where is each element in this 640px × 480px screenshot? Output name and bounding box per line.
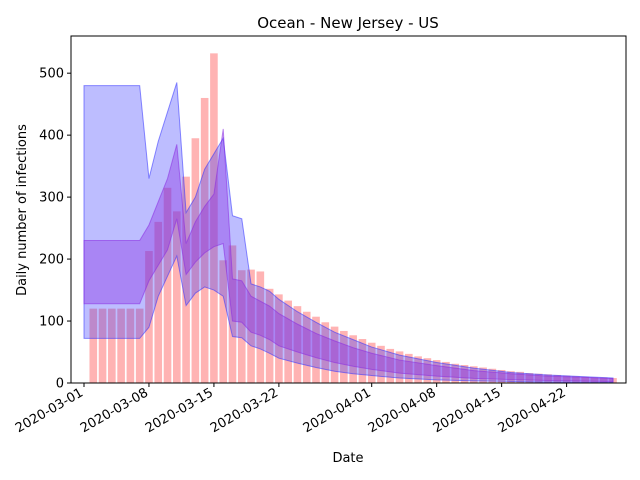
- x-tick-label: 2020-04-22: [496, 385, 569, 436]
- bar-2020-03-14: [200, 97, 209, 384]
- bar-2020-03-30: [349, 335, 357, 383]
- bar-2020-04-22: [562, 375, 571, 383]
- bar-2020-04-12: [469, 366, 478, 383]
- band-inner: [83, 128, 614, 382]
- bar-2020-03-08: [145, 251, 153, 383]
- bar-2020-03-16: [219, 260, 228, 383]
- bar-2020-03-28: [330, 326, 339, 383]
- bar-2020-04-24: [581, 376, 589, 383]
- bar-2020-03-04: [108, 308, 116, 383]
- bar-2020-03-07: [135, 308, 144, 383]
- y-tick-label: 500: [39, 67, 64, 82]
- bar-2020-04-18: [525, 373, 534, 383]
- y-tick-label: 300: [39, 191, 64, 206]
- x-tick-label: 2020-04-01: [301, 385, 374, 436]
- bar-2020-04-21: [553, 374, 562, 383]
- plot-area: [83, 53, 617, 384]
- bar-2020-04-19: [534, 373, 543, 383]
- bar-2020-04-17: [516, 371, 524, 383]
- axes-frame: [70, 35, 627, 384]
- bar-2020-03-31: [358, 339, 367, 383]
- bar-2020-03-19: [247, 269, 255, 383]
- bar-2020-04-13: [479, 367, 487, 383]
- bar-2020-03-15: [210, 53, 218, 383]
- bar-2020-03-18: [237, 270, 246, 383]
- bar-2020-04-11: [460, 365, 469, 383]
- x-tick-label: 2020-03-22: [208, 385, 281, 436]
- bar-2020-03-26: [312, 316, 320, 383]
- bar-2020-04-07: [423, 358, 432, 383]
- bar-2020-04-08: [432, 360, 441, 383]
- bar-2020-04-14: [488, 368, 497, 383]
- bar-2020-03-12: [182, 176, 190, 383]
- x-tick-label: 2020-03-01: [13, 385, 86, 436]
- bar-2020-04-16: [507, 371, 515, 383]
- y-tick-label: 0: [56, 377, 64, 392]
- bar-2020-04-04: [395, 351, 404, 383]
- bar-2020-03-02: [89, 308, 98, 383]
- y-axis-label: Daily number of infections: [15, 124, 30, 296]
- bar-2020-03-05: [117, 308, 125, 383]
- bar-2020-04-02: [377, 345, 385, 383]
- bar-2020-04-23: [572, 376, 580, 383]
- bar-2020-03-21: [265, 288, 274, 383]
- bar-2020-03-25: [302, 311, 311, 383]
- chart-title: Ocean - New Jersey - US: [257, 14, 439, 32]
- bar-2020-04-09: [442, 361, 450, 383]
- bar-2020-04-01: [367, 342, 376, 383]
- bar-2020-04-03: [386, 348, 395, 383]
- y-tick-label: 200: [39, 253, 64, 268]
- bar-2020-04-05: [405, 353, 413, 383]
- x-tick-label: 2020-04-15: [431, 385, 504, 436]
- bar-2020-03-11: [173, 211, 181, 383]
- x-tick-label: 2020-03-15: [143, 385, 216, 436]
- x-axis-label: Date: [332, 451, 363, 466]
- y-tick-label: 100: [39, 315, 64, 330]
- x-tick-label: 2020-04-08: [366, 385, 439, 436]
- bar-2020-04-15: [497, 369, 506, 383]
- bar-2020-04-26: [599, 377, 608, 383]
- bar-2020-03-10: [163, 187, 172, 383]
- bar-2020-04-10: [451, 363, 460, 383]
- bar-2020-04-06: [414, 356, 422, 383]
- bar-2020-03-27: [321, 322, 330, 383]
- bar-2020-03-13: [191, 138, 200, 383]
- bar-2020-03-24: [293, 306, 302, 383]
- bar-2020-04-25: [590, 377, 599, 383]
- y-tick-label: 400: [39, 129, 64, 144]
- bar-2020-03-22: [275, 294, 283, 383]
- bar-2020-03-03: [98, 308, 107, 383]
- x-tick-label: 2020-03-08: [78, 385, 151, 436]
- bar-2020-03-23: [284, 300, 292, 383]
- bar-2020-03-06: [126, 308, 135, 383]
- band-outer: [83, 82, 614, 383]
- bar-2020-03-09: [154, 221, 163, 383]
- bar-2020-03-17: [228, 245, 237, 383]
- bar-2020-03-20: [256, 271, 265, 383]
- bar-2020-04-20: [544, 374, 552, 383]
- bar-2020-03-29: [340, 330, 348, 383]
